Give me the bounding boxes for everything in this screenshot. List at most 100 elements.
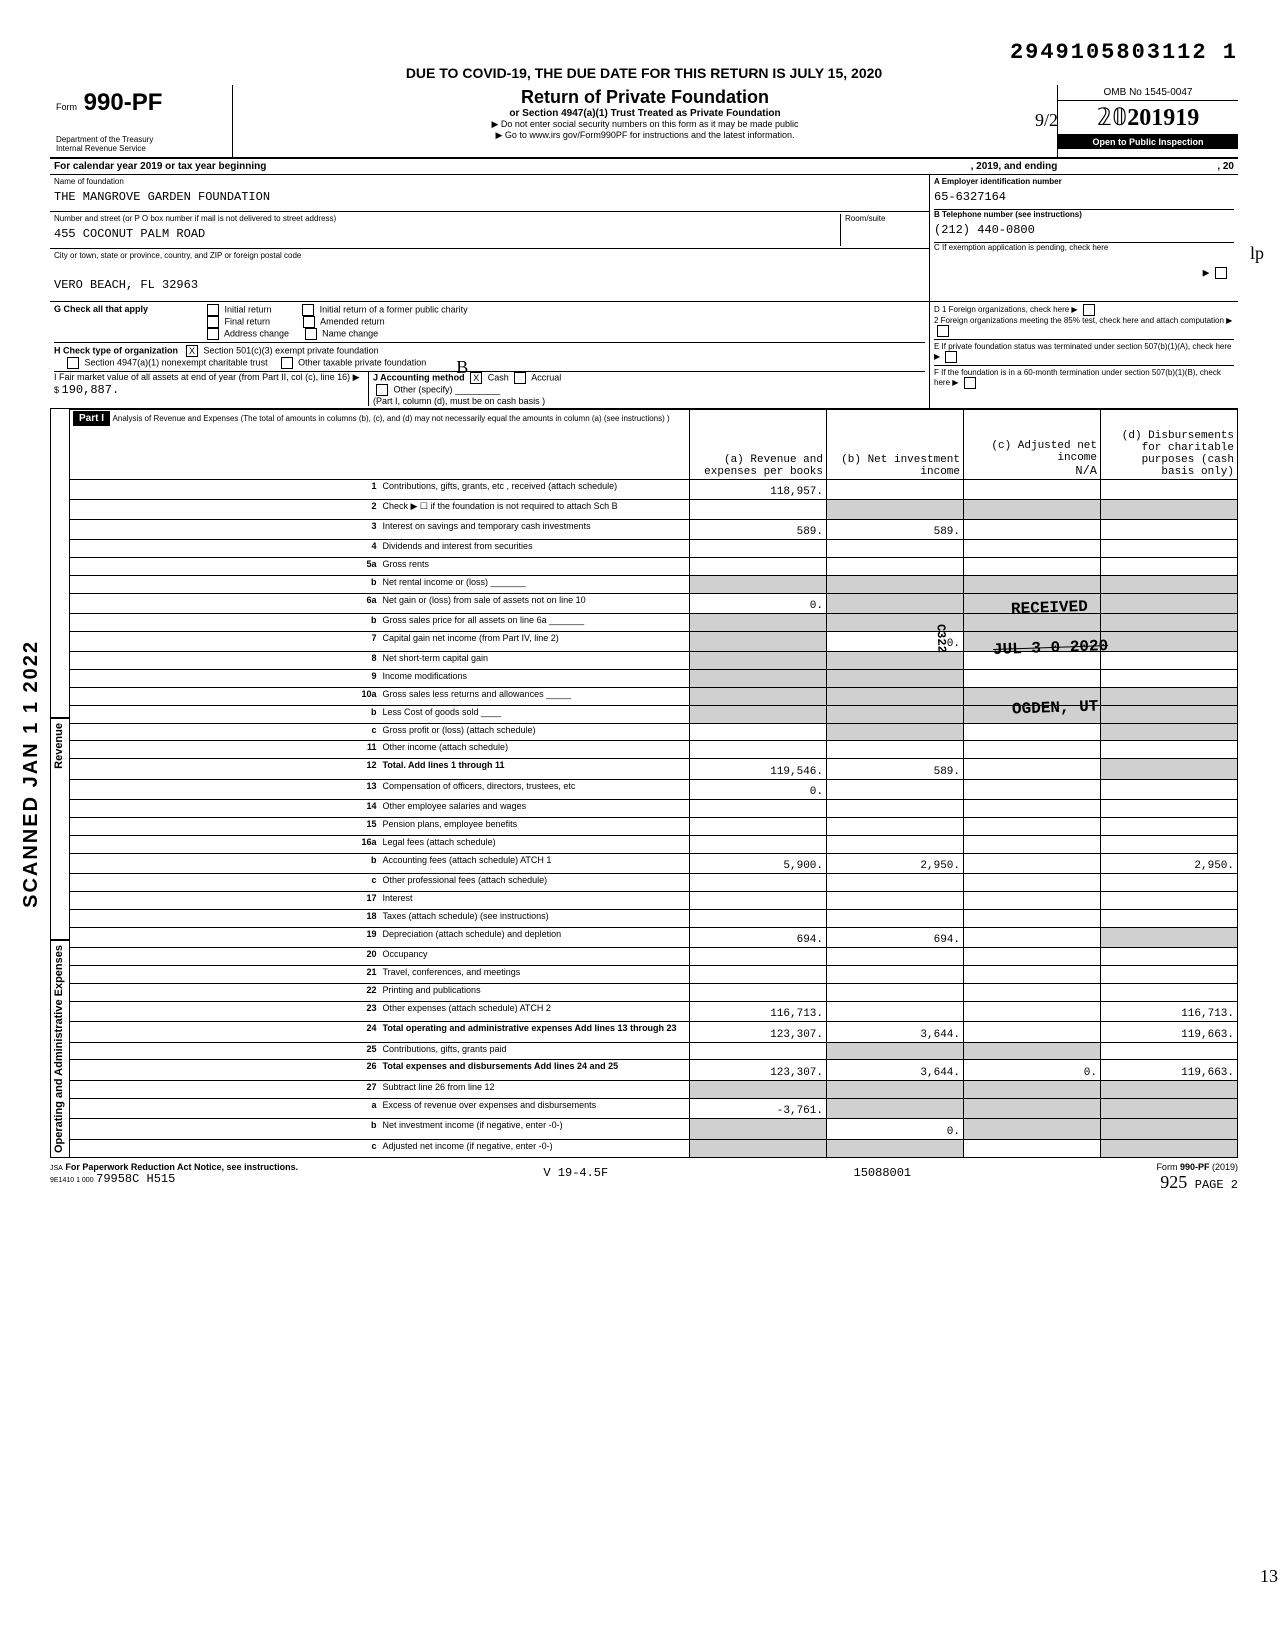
cal-year-prefix: For calendar year 2019 or tax year begin… [54, 161, 266, 172]
g-former: Initial return of a former public charit… [320, 304, 468, 314]
501c3-checkbox[interactable]: X [186, 345, 198, 357]
col-b-value [827, 1042, 964, 1060]
col-d-header: (d) Disbursements for charitable purpose… [1101, 410, 1238, 480]
col-b-header: (b) Net investment income [827, 410, 964, 480]
row-desc: Adjusted net income (if negative, enter … [380, 1139, 690, 1157]
row-desc: Interest [380, 892, 690, 910]
col-b-value [827, 800, 964, 818]
col-b-value: 0. [827, 1119, 964, 1140]
e-checkbox[interactable] [945, 351, 957, 363]
cash-checkbox[interactable]: X [470, 372, 482, 384]
col-d-value [1101, 1119, 1238, 1140]
col-d-value [1101, 965, 1238, 983]
col-b-value: 2,950. [827, 853, 964, 874]
col-a-value [690, 614, 827, 632]
ogden-stamp: OGDEN, UT [1011, 697, 1098, 718]
4947a1-checkbox[interactable] [67, 357, 79, 369]
name-label: Name of foundation [54, 177, 925, 186]
ssn-note: ▶ Do not enter social security numbers o… [239, 119, 1051, 130]
row-desc: Other expenses (attach schedule) ATCH 2 [380, 1001, 690, 1022]
col-a-value [690, 723, 827, 741]
name-change-checkbox[interactable] [305, 328, 317, 340]
initial-former-checkbox[interactable] [302, 304, 314, 316]
d2-checkbox[interactable] [937, 325, 949, 337]
instructions-note: ▶ Go to www.irs gov/Form990PF for instru… [239, 130, 1051, 141]
row-num: 25 [70, 1042, 380, 1060]
col-b-value [827, 779, 964, 800]
accrual-checkbox[interactable] [514, 372, 526, 384]
col-a-value [690, 631, 827, 652]
col-c-value [964, 519, 1101, 540]
row-desc: Net gain or (loss) from sale of assets n… [380, 593, 690, 614]
dept-treasury: Department of the Treasury [56, 135, 226, 144]
scanned-stamp: SCANNED JAN 1 1 2022 [20, 640, 43, 908]
row-num: 10a [70, 688, 380, 706]
other-method-checkbox[interactable] [376, 384, 388, 396]
street-address: 455 COCONUT PALM ROAD [54, 227, 840, 241]
g-label: G Check all that apply [54, 304, 204, 340]
col-d-value [1101, 1042, 1238, 1060]
col-b-value [827, 575, 964, 593]
exemption-checkbox[interactable] [1215, 267, 1227, 279]
row-desc: Check ▶ ☐ if the foundation is not requi… [380, 500, 690, 519]
initial-return-checkbox[interactable] [207, 304, 219, 316]
col-a-value: 118,957. [690, 479, 827, 500]
col-d-value [1101, 593, 1238, 614]
col-d-value [1101, 983, 1238, 1001]
col-a-value [690, 1042, 827, 1060]
col-d-value [1101, 759, 1238, 780]
row-desc: Accounting fees (attach schedule) ATCH 1 [380, 853, 690, 874]
col-c-value [964, 892, 1101, 910]
col-d-value [1101, 688, 1238, 706]
col-d-value [1101, 614, 1238, 632]
handwritten-b: B [456, 357, 468, 378]
irs: Internal Revenue Service [56, 144, 226, 153]
row-desc: Gross rents [380, 557, 690, 575]
j-label: J Accounting method [373, 372, 465, 382]
version: V 19-4.5F [543, 1166, 608, 1193]
d1-label: D 1 Foreign organizations, check here ▶ [934, 304, 1234, 316]
col-a-value: 123,307. [690, 1060, 827, 1081]
col-d-value [1101, 575, 1238, 593]
row-num: 24 [70, 1022, 380, 1043]
ein-label: A Employer identification number [934, 177, 1234, 186]
row-num: 13 [70, 779, 380, 800]
row-num: 12 [70, 759, 380, 780]
final-return-checkbox[interactable] [207, 316, 219, 328]
tax-year: 2019 [1127, 105, 1175, 131]
col-c-value [964, 800, 1101, 818]
row-num: c [70, 874, 380, 892]
d2-label: 2 Foreign organizations meeting the 85% … [934, 316, 1234, 337]
col-d-value [1101, 909, 1238, 927]
col-c-value [964, 948, 1101, 966]
row-num: 21 [70, 965, 380, 983]
f-checkbox[interactable] [964, 377, 976, 389]
row-desc: Total expenses and disbursements Add lin… [380, 1060, 690, 1081]
col-c-value [964, 1042, 1101, 1060]
row-desc: Other professional fees (attach schedule… [380, 874, 690, 892]
exemption-pending-label: C If exemption application is pending, c… [934, 243, 1234, 252]
address-change-checkbox[interactable] [207, 328, 219, 340]
row-num: 20 [70, 948, 380, 966]
row-num: 7 [70, 631, 380, 652]
col-b-value [827, 500, 964, 519]
col-d-value [1101, 741, 1238, 759]
row-desc: Contributions, gifts, grants, etc , rece… [380, 479, 690, 500]
g-final: Final return [225, 316, 271, 326]
col-c-value [964, 965, 1101, 983]
col-c-value [964, 1022, 1101, 1043]
col-b-value [827, 652, 964, 670]
col-c-value [964, 1139, 1101, 1157]
col-a-value [690, 892, 827, 910]
d1-checkbox[interactable] [1083, 304, 1095, 316]
c322-stamp: C322 [934, 624, 949, 653]
part1-table-wrap: Revenue Operating and Administrative Exp… [50, 409, 1238, 1158]
row-num: 26 [70, 1060, 380, 1081]
amended-checkbox[interactable] [303, 316, 315, 328]
col-c-header: (c) Adjusted net incomeN/A [964, 410, 1101, 480]
col-a-value [690, 874, 827, 892]
form-title: Return of Private Foundation [239, 87, 1051, 108]
row-desc: Capital gain net income (from Part IV, l… [380, 631, 690, 652]
other-taxable-checkbox[interactable] [281, 357, 293, 369]
col-a-value [690, 983, 827, 1001]
